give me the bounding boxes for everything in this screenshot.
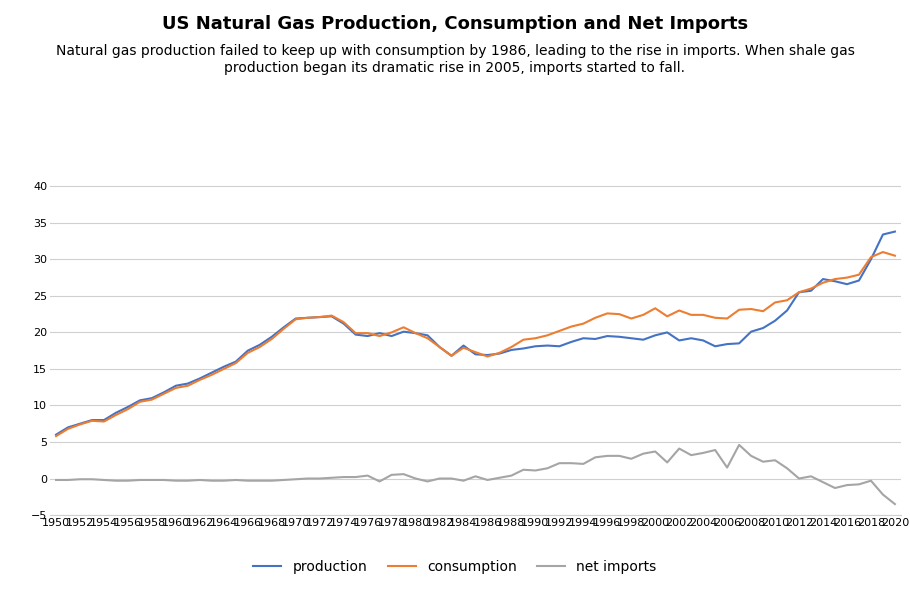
production: [362, 333, 373, 340]
net imports: [686, 452, 697, 459]
net imports: [290, 476, 301, 483]
Legend: production, consumption, net imports: production, consumption, net imports: [248, 554, 662, 579]
net imports: [733, 442, 744, 449]
net imports: [75, 476, 86, 483]
consumption: [554, 327, 565, 334]
net imports: [854, 481, 864, 488]
Text: US Natural Gas Production, Consumption and Net Imports: US Natural Gas Production, Consumption a…: [162, 15, 748, 33]
Line: consumption: consumption: [56, 252, 895, 436]
production: [51, 431, 62, 438]
consumption: [889, 252, 900, 259]
consumption: [458, 344, 469, 351]
net imports: [458, 477, 469, 484]
Line: net imports: net imports: [56, 445, 895, 504]
consumption: [51, 433, 62, 440]
net imports: [889, 500, 900, 507]
production: [554, 343, 565, 350]
consumption: [290, 316, 301, 323]
Line: production: production: [56, 231, 895, 435]
consumption: [75, 421, 86, 428]
production: [458, 342, 469, 349]
production: [75, 420, 86, 427]
consumption: [842, 274, 853, 281]
production: [290, 315, 301, 322]
consumption: [686, 311, 697, 318]
Text: Natural gas production failed to keep up with consumption by 1986, leading to th: Natural gas production failed to keep up…: [56, 44, 854, 75]
consumption: [877, 249, 888, 256]
net imports: [554, 459, 565, 466]
production: [842, 281, 853, 288]
production: [889, 228, 900, 235]
net imports: [51, 477, 62, 484]
